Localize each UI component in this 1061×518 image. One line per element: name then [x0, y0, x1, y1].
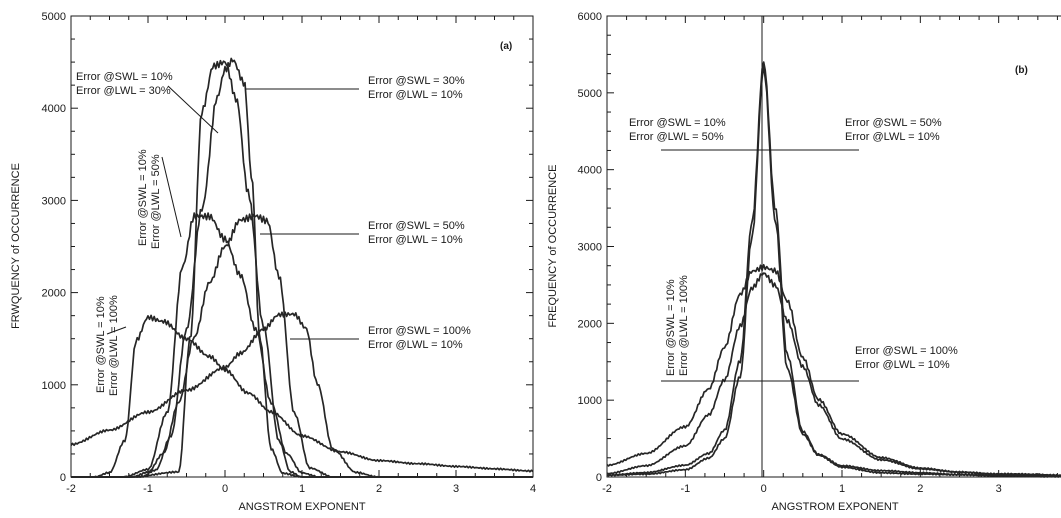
annotation-line-2: Error @LWL = 10% [855, 359, 950, 371]
panel-b-x-axis-title: ANGSTROM EXPONENT [771, 501, 898, 513]
annotation-line-1: Error @SWL = 30% [368, 75, 465, 87]
panel-a-label: (a) [500, 41, 512, 52]
x-tick-label: 2 [917, 483, 923, 495]
leader-line [167, 85, 219, 134]
annotation-line-1: Error @SWL = 10% [137, 149, 149, 246]
annotation-line-1: Error @SWL = 10% [95, 296, 107, 393]
annotation-line-1: Error @SWL = 50% [368, 220, 465, 232]
panel-a-annotation-swl30-lwl10: Error @SWL = 30% Error @LWL = 10% [245, 75, 465, 101]
annotation-line-2: Error @LWL = 10% [845, 131, 940, 143]
y-tick-label: 0 [596, 472, 602, 484]
panel-a-curves [70, 57, 534, 478]
panel-a-annotation-swl10-lwl50: Error @SWL = 10% Error @LWL = 50% [137, 149, 182, 249]
x-tick-label: -1 [143, 483, 153, 495]
leader-line [106, 326, 127, 335]
panel-b-annotation-swl50-lwl10: Error @SWL = 50% Error @LWL = 10% [845, 117, 942, 143]
panel-a-annotation-swl50-lwl10: Error @SWL = 50% Error @LWL = 10% [260, 220, 465, 246]
series-curve-2 [606, 64, 1061, 478]
x-tick-label: 3 [453, 483, 459, 495]
panel-a-y-axis-title: FRWQUENCY of OCCURRENCE [10, 163, 22, 329]
annotation-line-2: Error @LWL = 10% [368, 89, 463, 101]
y-tick-label: 1000 [42, 380, 66, 392]
panel-b-y-axis-title: FREQUENCY of OCCURRENCE [547, 165, 559, 328]
panel-b-curves [606, 61, 1061, 478]
series-curve-5 [71, 314, 534, 478]
y-tick-label: 3000 [42, 195, 66, 207]
annotation-line-2: Error @LWL = 10% [368, 234, 463, 246]
y-tick-label: 4000 [578, 165, 602, 177]
panel-b-y-ticks: 0 1000 2000 3000 4000 5000 6000 [578, 11, 614, 484]
x-tick-label: 0 [222, 483, 228, 495]
annotation-line-2: Error @LWL = 100% [678, 275, 690, 376]
annotation-line-1: Error @SWL = 100% [368, 325, 471, 337]
annotation-line-1: Error @SWL = 10% [665, 279, 677, 376]
x-tick-label: 1 [299, 483, 305, 495]
x-tick-label: -2 [66, 483, 76, 495]
panel-a-annotation-swl10-lwl100: Error @SWL = 10% Error @LWL = 100% [95, 295, 127, 396]
y-tick-label: 2000 [42, 288, 66, 300]
y-tick-label: 3000 [578, 242, 602, 254]
leader-line [161, 156, 182, 238]
series-curve-4 [606, 272, 1061, 478]
panel-b-annotation-swl100-lwl10: Error @SWL = 100% Error @LWL = 10% [855, 345, 958, 371]
annotation-line-1: Error @SWL = 10% [76, 71, 173, 83]
panel-b-label: (b) [1015, 65, 1028, 76]
y-tick-label: 1000 [578, 395, 602, 407]
y-tick-label: 0 [60, 472, 66, 484]
panel-a: -2 -1 0 1 2 3 4 0 1000 2000 3000 4000 5000 (a) ANGS… [10, 11, 536, 513]
series-curve-6 [70, 311, 533, 478]
annotation-line-2: Error @LWL = 50% [150, 154, 162, 249]
panel-a-x-ticks: -2 -1 0 1 2 3 4 [66, 16, 536, 495]
x-tick-label: 0 [761, 483, 767, 495]
annotation-line-1: Error @SWL = 100% [855, 345, 958, 357]
annotation-line-1: Error @SWL = 10% [629, 117, 726, 129]
y-tick-label: 2000 [578, 318, 602, 330]
annotation-line-2: Error @LWL = 30% [76, 85, 171, 97]
panel-b-x-ticks: -2 -1 0 1 2 3 [602, 16, 1058, 495]
annotation-line-2: Error @LWL = 10% [368, 339, 463, 351]
x-tick-label: 4 [530, 483, 536, 495]
panel-a-annotation-swl10-lwl30: Error @SWL = 10% Error @LWL = 30% [76, 71, 219, 134]
x-tick-label: -2 [602, 483, 612, 495]
x-tick-label: 3 [996, 483, 1002, 495]
panel-b-annotation-swl10-lwl50: Error @SWL = 10% Error @LWL = 50% [629, 117, 859, 151]
y-tick-label: 6000 [578, 11, 602, 23]
panel-a-x-axis-title: ANGSTROM EXPONENT [238, 501, 365, 513]
panel-a-annotation-swl100-lwl10: Error @SWL = 100% Error @LWL = 10% [290, 325, 471, 351]
panel-b: -2 -1 0 1 2 3 0 1000 2000 3000 4000 5000 6000 (b) A… [547, 11, 1061, 513]
panel-b-annotation-swl10-lwl100: Error @SWL = 10% Error @LWL = 100% [661, 275, 859, 382]
x-tick-label: 1 [839, 483, 845, 495]
annotation-line-2: Error @LWL = 100% [108, 295, 120, 396]
x-tick-label: 2 [376, 483, 382, 495]
annotation-line-2: Error @LWL = 50% [629, 131, 724, 143]
annotation-line-1: Error @SWL = 50% [845, 117, 942, 129]
panel-b-plot-frame [606, 15, 1061, 478]
series-curve-4 [71, 213, 533, 478]
x-tick-label: -1 [680, 483, 690, 495]
y-tick-label: 4000 [42, 103, 66, 115]
y-tick-label: 5000 [42, 11, 66, 23]
y-tick-label: 5000 [578, 88, 602, 100]
panel-a-y-ticks: 0 1000 2000 3000 4000 5000 [42, 11, 533, 484]
